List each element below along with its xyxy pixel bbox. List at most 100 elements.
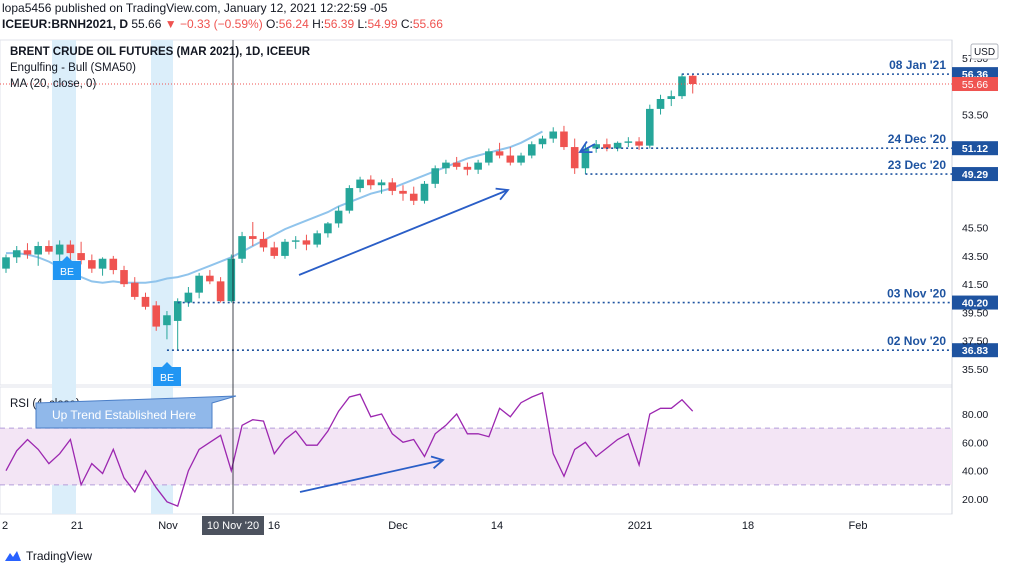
trend-callout-shape bbox=[35, 395, 237, 429]
candle-body bbox=[420, 183, 429, 201]
candle-body bbox=[141, 296, 150, 307]
level-label: 24 Dec '20 bbox=[888, 132, 947, 146]
candle bbox=[141, 292, 150, 310]
candle-body bbox=[667, 96, 676, 99]
candle-body bbox=[281, 241, 289, 256]
candle bbox=[624, 137, 633, 148]
high-value: 56.39 bbox=[324, 17, 355, 31]
trend-callout: Up Trend Established Here bbox=[35, 395, 237, 429]
candle-body bbox=[34, 246, 42, 255]
candle bbox=[98, 257, 107, 276]
engulfing-badge: BE bbox=[53, 256, 81, 280]
close-value: 55.66 bbox=[412, 17, 443, 31]
candle bbox=[495, 142, 504, 159]
candle-body bbox=[12, 250, 21, 258]
x-tick-label: Nov bbox=[158, 520, 178, 532]
candle-body bbox=[570, 147, 579, 169]
candle bbox=[570, 138, 579, 174]
engulfing-badge: BE bbox=[153, 362, 181, 386]
rsi-trend-arrow bbox=[299, 455, 445, 493]
candle bbox=[388, 178, 397, 196]
candle bbox=[485, 148, 493, 166]
price-tick-label: 35.50 bbox=[962, 364, 988, 376]
candle bbox=[367, 175, 375, 190]
candle bbox=[377, 179, 386, 194]
change-value: ▼ −0.33 (−0.59%) bbox=[164, 17, 263, 31]
candle bbox=[656, 94, 665, 115]
candle-body bbox=[688, 75, 697, 85]
candle bbox=[613, 141, 622, 152]
engulfing-badge-shape bbox=[153, 362, 181, 386]
candle-body bbox=[302, 240, 311, 245]
candle-body bbox=[77, 253, 85, 261]
candle bbox=[356, 176, 364, 193]
candle-body bbox=[270, 247, 279, 256]
candle-body bbox=[409, 193, 418, 201]
candle bbox=[345, 185, 354, 214]
level-price-label: 51.12 bbox=[962, 143, 988, 155]
candle-body bbox=[538, 138, 547, 145]
candle-body bbox=[560, 131, 568, 148]
candle bbox=[259, 231, 268, 252]
candle-body bbox=[248, 236, 257, 239]
candle bbox=[324, 221, 332, 238]
close-label: C: bbox=[400, 17, 413, 31]
candle-body bbox=[506, 155, 515, 163]
rsi-trend-arrow-head bbox=[430, 455, 445, 469]
candle-body bbox=[23, 250, 32, 255]
level-price-box bbox=[952, 141, 998, 156]
price-trend-arrow bbox=[298, 187, 510, 276]
price-tick-label: 53.50 bbox=[962, 110, 988, 122]
candle-body bbox=[334, 210, 343, 224]
candle bbox=[270, 241, 279, 259]
candle-body bbox=[474, 162, 482, 170]
candle bbox=[313, 230, 321, 248]
candle-body bbox=[88, 260, 96, 269]
level-price-box bbox=[952, 295, 998, 310]
candle-body bbox=[66, 244, 75, 254]
candle-body bbox=[388, 182, 397, 191]
x-tick-label: 21 bbox=[71, 520, 83, 532]
candle-body bbox=[399, 190, 407, 194]
candle bbox=[109, 255, 118, 275]
candle-body bbox=[592, 144, 600, 149]
candle bbox=[506, 147, 515, 166]
candle-body bbox=[452, 162, 461, 167]
engulfing-badge-label: BE bbox=[60, 266, 74, 278]
level-label: 03 Nov '20 bbox=[887, 287, 946, 301]
small-arrow bbox=[578, 141, 596, 153]
candle bbox=[34, 241, 42, 266]
x-tick-label: Feb bbox=[849, 520, 868, 532]
candle bbox=[635, 137, 643, 150]
open-value: 56.24 bbox=[278, 17, 309, 31]
candle-body bbox=[613, 142, 622, 149]
candle bbox=[23, 243, 32, 259]
rsi-tick-label: 80.00 bbox=[962, 409, 988, 421]
currency-button[interactable]: USD bbox=[970, 43, 999, 60]
tradingview-brand[interactable]: TradingView bbox=[4, 549, 92, 563]
open-label: O: bbox=[266, 17, 279, 31]
candle bbox=[238, 231, 246, 263]
candle-body bbox=[238, 236, 246, 259]
candle-body bbox=[163, 315, 171, 326]
candle bbox=[560, 125, 568, 150]
engulfing-badge-shape bbox=[53, 256, 81, 280]
last-price-box bbox=[952, 77, 998, 92]
candle-body bbox=[678, 76, 686, 97]
candle-body bbox=[377, 182, 386, 186]
candle-body bbox=[431, 168, 439, 184]
candle bbox=[452, 156, 461, 170]
chart-title: BRENT CRUDE OIL FUTURES (MAR 2021), 1D, … bbox=[10, 46, 311, 58]
candle-body bbox=[517, 155, 525, 163]
candle-body bbox=[2, 257, 10, 269]
symbol-line: ICEEUR:BRNH2021, D bbox=[2, 17, 129, 31]
candle bbox=[77, 241, 85, 265]
legend-ma[interactable]: MA (20, close, 0) bbox=[10, 78, 97, 90]
x-tick-label: 14 bbox=[491, 520, 503, 532]
candle-body bbox=[485, 151, 493, 163]
legend-engulfing[interactable]: Engulfing - Bull (SMA50) bbox=[10, 62, 136, 74]
candle-body bbox=[603, 144, 611, 149]
rsi-tick-label: 60.00 bbox=[962, 437, 988, 449]
candle-body bbox=[646, 108, 654, 146]
